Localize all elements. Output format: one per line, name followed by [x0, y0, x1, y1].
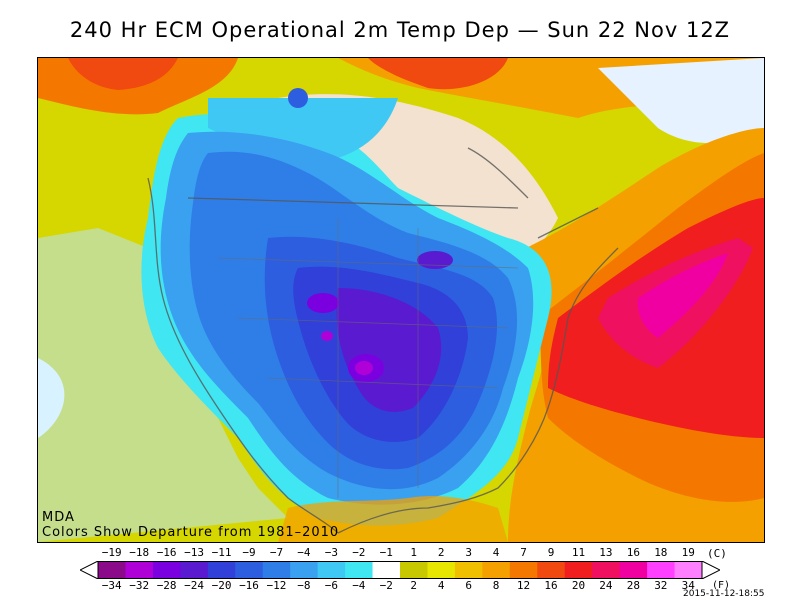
celsius-tick: −9 — [242, 546, 256, 559]
fahrenheit-tick: 34 — [681, 579, 695, 592]
celsius-tick: −1 — [379, 546, 393, 559]
celsius-tick: 1 — [410, 546, 418, 559]
color-bar-cell — [125, 561, 154, 579]
fahrenheit-tick: −20 — [211, 579, 232, 592]
color-bar-cell — [180, 561, 209, 579]
color-bar-cell — [647, 561, 676, 579]
color-bar-cell — [674, 561, 703, 579]
celsius-tick: 4 — [492, 546, 500, 559]
timestamp: 2015-11-12-18:55 — [683, 589, 765, 599]
celsius-tick: −7 — [269, 546, 284, 559]
color-bar-frame — [97, 561, 703, 579]
fahrenheit-tick: 28 — [626, 579, 640, 592]
fahrenheit-unit: (F) — [712, 580, 731, 591]
color-bar-cell — [482, 561, 511, 579]
celsius-tick: −13 — [184, 546, 205, 559]
fahrenheit-tick: 20 — [571, 579, 586, 592]
fahrenheit-tick: −8 — [297, 579, 311, 592]
color-bar-cell — [152, 561, 181, 579]
celsius-tick: 9 — [547, 546, 555, 559]
celsius-tick: −18 — [129, 546, 150, 559]
map-title: 240 Hr ECM Operational 2m Temp Dep — Sun… — [69, 18, 731, 42]
color-bar-cell — [427, 561, 456, 579]
color-bar — [80, 561, 720, 579]
fahrenheit-tick: −28 — [156, 579, 177, 592]
fahrenheit-tick: 4 — [437, 579, 445, 592]
color-bar-cell — [537, 561, 566, 579]
color-legend: −19 −18 −16 −13 −11 −9 −7 −4 −3 −2 −1 1 2 3 4 7 9 11 13 16 1… — [0, 542, 800, 600]
fahrenheit-tick: 8 — [492, 579, 500, 592]
color-bar-cell — [400, 561, 428, 579]
fahrenheit-tick: 12 — [516, 579, 531, 592]
fahrenheit-tick: 16 — [544, 579, 558, 592]
color-bar-cell — [509, 561, 538, 579]
celsius-tick: −4 — [297, 546, 311, 559]
map-canvas — [38, 58, 764, 542]
color-bar-cell — [592, 561, 621, 579]
fahrenheit-tick: −16 — [239, 579, 259, 592]
color-bar-cell — [619, 561, 648, 579]
fahrenheit-tick: −6 — [324, 579, 338, 592]
fahrenheit-tick: −24 — [184, 579, 205, 592]
color-bar-cell — [262, 561, 291, 579]
celsius-tick: 13 — [599, 546, 613, 559]
source-label: MDA — [42, 510, 75, 525]
celsius-tick: −2 — [352, 546, 366, 559]
fahrenheit-tick: −4 — [352, 579, 366, 592]
celsius-tick: 16 — [626, 546, 640, 559]
celsius-tick: 19 — [681, 546, 695, 559]
map-caption: Colors Show Departure from 1981–2010 — [42, 525, 340, 540]
color-bar-cell — [317, 561, 346, 579]
color-bar-cell — [235, 561, 264, 579]
color-bar-left-arrow — [80, 561, 99, 579]
color-bar-cell — [345, 561, 374, 579]
celsius-tick: −11 — [211, 546, 232, 559]
fahrenheit-tick: −32 — [129, 579, 150, 592]
celsius-tick: 18 — [654, 546, 668, 559]
color-bar-cell — [372, 561, 401, 579]
temperature-departure-map: MDA Colors Show Departure from 1981–2010 — [37, 57, 765, 543]
fahrenheit-tick: 32 — [654, 579, 668, 592]
celsius-tick: −3 — [324, 546, 338, 559]
celsius-tick: 7 — [520, 546, 527, 559]
celsius-tick: 2 — [437, 546, 445, 559]
fahrenheit-tick: 2 — [410, 579, 418, 592]
fahrenheit-tick: 24 — [599, 579, 613, 592]
color-bar-cell — [290, 561, 319, 579]
fahrenheit-tick: −34 — [101, 579, 122, 592]
celsius-tick: −16 — [156, 546, 177, 559]
color-bar-cell — [98, 561, 126, 579]
celsius-tick: −19 — [101, 546, 122, 559]
color-bar-right-arrow — [701, 561, 720, 579]
celsius-tick: 3 — [465, 546, 472, 559]
fahrenheit-tick: −12 — [266, 579, 287, 592]
celsius-unit: (C) — [707, 547, 727, 560]
color-bar-cell — [564, 561, 593, 579]
celsius-tick: 11 — [571, 546, 586, 559]
color-bar-cell — [454, 561, 483, 579]
fahrenheit-tick: 6 — [465, 579, 472, 592]
fahrenheit-tick: −2 — [379, 579, 393, 592]
color-bar-cell — [207, 561, 236, 579]
